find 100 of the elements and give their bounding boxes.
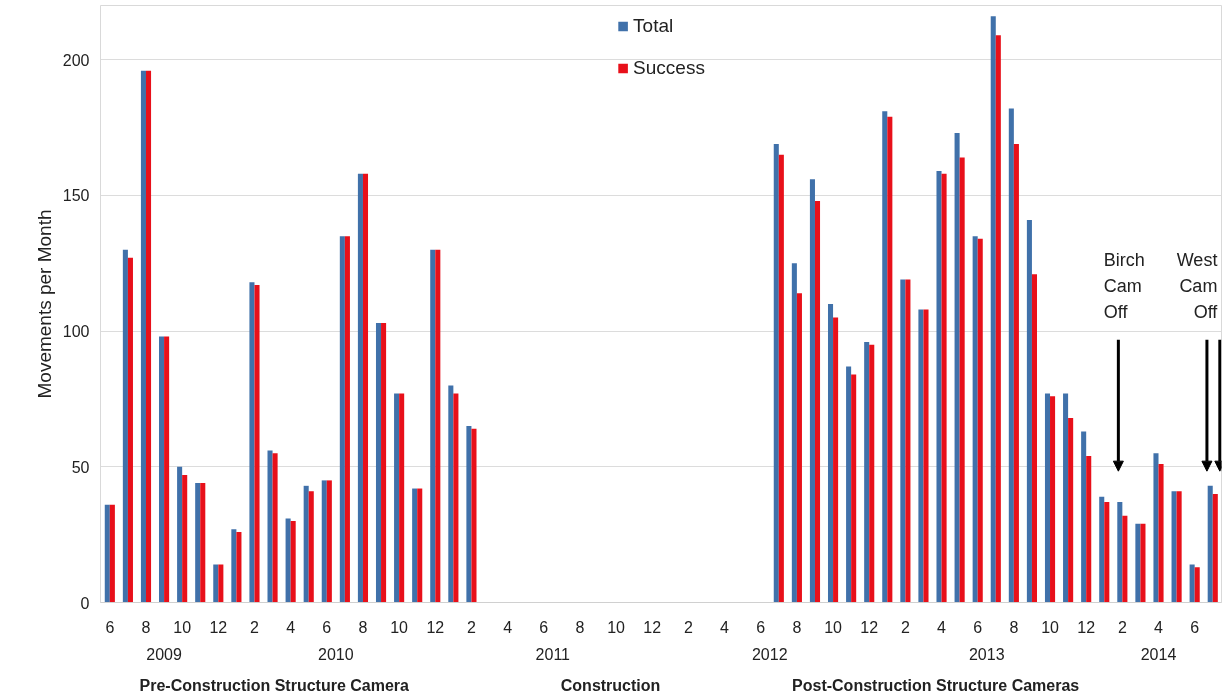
bar: [177, 466, 183, 603]
bar: [448, 385, 454, 603]
text: 2012: [751, 645, 788, 663]
bar: [164, 336, 170, 603]
bar: [814, 200, 821, 603]
bar: [864, 341, 870, 603]
bar: [1099, 496, 1105, 603]
bar: [923, 309, 929, 603]
x-tick-label: 12: [426, 618, 445, 636]
bar: [218, 564, 224, 603]
x-tick-label: 12: [209, 618, 228, 636]
bar: [918, 309, 924, 603]
text: Post-Construction Structure Cameras: [792, 676, 1080, 694]
bar: [1153, 453, 1159, 603]
text: Construction: [560, 676, 661, 694]
x-tick-label: 8: [1009, 618, 1019, 636]
x-tick-label: 2: [683, 618, 693, 636]
bar: [1158, 464, 1164, 603]
bar: [1044, 393, 1051, 603]
x-tick-label: 4: [1154, 618, 1164, 636]
bar: [236, 531, 242, 603]
x-tick-label: 4: [937, 618, 947, 636]
x-tick-label: 10: [173, 618, 192, 636]
bar: [995, 35, 1001, 603]
annotation: Birch Cam Off: [1103, 249, 1145, 322]
x-tick-label: 2: [1117, 618, 1127, 636]
bar: [394, 393, 400, 603]
y-axis-title: Movements per Month: [33, 209, 55, 399]
bar: [1122, 515, 1128, 603]
bar: [851, 374, 857, 603]
bar: [809, 179, 815, 603]
bar: [213, 564, 219, 603]
text: 2014: [1140, 645, 1177, 663]
x-tick-label: 6: [1190, 618, 1200, 636]
x-tick-label: 10: [1041, 618, 1060, 636]
bar: [936, 171, 942, 603]
bar: [122, 249, 128, 603]
x-tick-label: 12: [1077, 618, 1096, 636]
bar: [344, 236, 350, 603]
y-tick-label: 100: [62, 323, 90, 341]
bar: [430, 249, 436, 603]
bar: [412, 488, 418, 603]
text: 2010: [318, 645, 354, 663]
bar: [321, 480, 327, 603]
bar: [104, 504, 110, 603]
bar: [1212, 493, 1218, 603]
bar: [941, 173, 947, 603]
bar: [254, 285, 260, 603]
bar: [791, 263, 797, 603]
x-tick-label: 8: [575, 618, 585, 636]
bar: [381, 323, 387, 603]
bar: [977, 238, 983, 603]
x-tick-label: 10: [607, 618, 626, 636]
bar: [326, 480, 332, 603]
bar: [1050, 396, 1056, 603]
bar: [453, 393, 459, 603]
bar: [1189, 564, 1195, 603]
x-tick-label: 2: [250, 618, 260, 636]
bar: [285, 518, 291, 603]
bar: [1117, 502, 1123, 603]
bar: [1135, 523, 1141, 603]
bar: [159, 336, 165, 603]
x-tick-label: 6: [756, 618, 766, 636]
bar: [1026, 219, 1032, 603]
bar: [182, 474, 188, 603]
x-tick-label: 12: [860, 618, 879, 636]
text: Pre-Construction Structure Camera: [139, 676, 410, 694]
bar: [846, 366, 852, 603]
bar: [778, 154, 784, 603]
x-tick-label: 10: [390, 618, 409, 636]
bar: [466, 426, 472, 603]
x-tick-label: 6: [973, 618, 983, 636]
bar: [1086, 455, 1092, 603]
y-tick-label: 0: [80, 594, 90, 612]
x-tick-label: 8: [792, 618, 802, 636]
bar: [417, 488, 423, 603]
x-tick-label: 8: [358, 618, 368, 636]
bar: [833, 317, 839, 603]
x-tick-label: 6: [105, 618, 115, 636]
text: 2013: [968, 645, 1005, 663]
text: 2011: [535, 645, 571, 663]
x-tick-label: 4: [286, 618, 296, 636]
bar: [195, 483, 201, 603]
bar: [200, 483, 206, 603]
x-tick-label: 4: [720, 618, 730, 636]
bar: [773, 143, 779, 603]
bar: [127, 257, 133, 603]
bar: [1140, 523, 1146, 603]
x-tick-label: 10: [824, 618, 843, 636]
bar: [887, 116, 893, 603]
bar: [362, 173, 369, 603]
bar: [990, 16, 996, 603]
x-tick-label: 2: [467, 618, 476, 636]
text: 2009: [146, 645, 182, 663]
bar: [249, 282, 255, 603]
y-tick-label: 200: [62, 51, 90, 69]
bar: [796, 293, 802, 603]
bar: [1063, 393, 1069, 603]
bar: [972, 236, 978, 603]
bar: [954, 133, 960, 603]
